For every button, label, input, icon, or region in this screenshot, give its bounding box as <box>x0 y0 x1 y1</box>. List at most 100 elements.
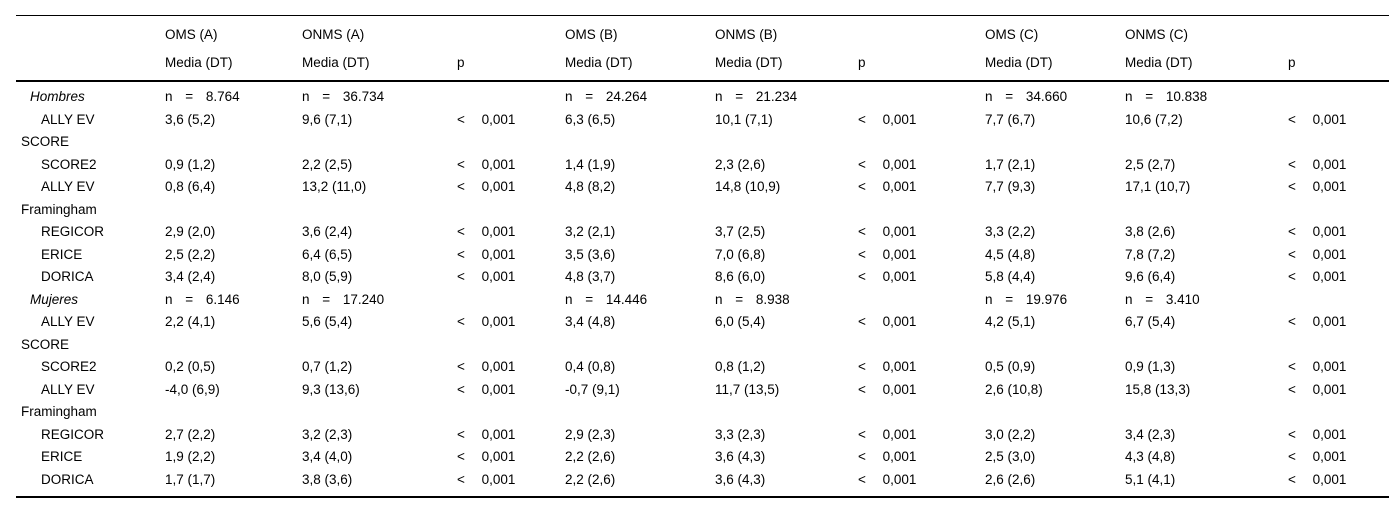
cell-media-dt: 10,6 (7,2) <box>1125 111 1183 127</box>
cell-media-dt: 3,0 (2,2) <box>985 426 1036 442</box>
cell-p-value: < 0,001 <box>858 359 917 374</box>
row-label-line: Framingham <box>21 404 97 419</box>
cell-p-value: < 0,001 <box>858 179 917 194</box>
cell-p-value: < 0,001 <box>858 111 917 127</box>
cell-p-value: < 0,001 <box>1288 449 1347 464</box>
cell-p-value: < 0,001 <box>1288 179 1347 194</box>
table-row: ERICE 2,5 (2,2) 6,4 (6,5) < 0,001 3,5 (3,6) 7… <box>16 244 1389 267</box>
header-onms-c: ONMS (C) Media (DT) <box>1125 21 1288 76</box>
cell-p-value: < 0,001 <box>457 426 516 442</box>
cell-p-value: < 0,001 <box>457 179 516 194</box>
header-p-c: p <box>1288 21 1389 76</box>
cell-n-count: n = 14.446 <box>565 291 648 307</box>
row-label: SCORE2 <box>16 154 165 177</box>
row-label: SCORE2 <box>16 356 165 379</box>
cell-p-value: < 0,001 <box>858 269 917 284</box>
cell-media-dt: 3,7 (2,5) <box>715 224 766 239</box>
header-oms-a: OMS (A) Media (DT) <box>165 21 302 76</box>
header-p-b: p <box>858 21 985 76</box>
column-subtitle: Media (DT) <box>715 54 783 70</box>
table-row: ERICE 1,9 (2,2) 3,4 (4,0) < 0,001 2,2 (2,6) 3… <box>16 446 1389 469</box>
row-label-line: SCORE <box>21 134 70 149</box>
cell-media-dt: 14,8 (10,9) <box>715 179 781 194</box>
row-label-line: ALLY EV <box>41 314 95 329</box>
cell-n-count: n = 21.234 <box>715 89 798 104</box>
cell-media-dt: 3,8 (3,6) <box>302 471 353 487</box>
cell-p-value: < 0,001 <box>457 471 516 487</box>
cell-p-value: < 0,001 <box>858 471 917 487</box>
row-label-line: SCORE2 <box>41 156 97 172</box>
table-row: ALLY EV SCORE 3,6 (5,2) 9,6 (7,1) < 0,001 6,3… <box>16 109 1389 154</box>
row-label: ERICE <box>16 244 165 267</box>
cell-media-dt: 0,5 (0,9) <box>985 359 1036 374</box>
group-row: Hombres n = 8.764 n = 36.734 n = 24.264 n = … <box>16 86 1389 109</box>
cell-p-value: < 0,001 <box>1288 426 1347 442</box>
results-table: OMS (A) Media (DT) ONMS (A) Media (DT) p… <box>16 15 1389 498</box>
row-label-line: ALLY EV <box>41 381 95 397</box>
cell-media-dt: 0,8 (1,2) <box>715 359 766 374</box>
cell-p-value: < 0,001 <box>457 314 516 329</box>
cell-n-count: n = 8.764 <box>165 89 240 104</box>
cell-media-dt: 3,2 (2,1) <box>565 224 616 239</box>
row-label: REGICOR <box>16 424 165 447</box>
row-label: ALLY EV Framingham <box>16 176 165 221</box>
cell-media-dt: 3,3 (2,2) <box>985 224 1036 239</box>
p-column-label: p <box>858 54 866 70</box>
cell-p-value: < 0,001 <box>1288 471 1347 487</box>
table-row: REGICOR 2,9 (2,0) 3,6 (2,4) < 0,001 3,2 (2,1… <box>16 221 1389 244</box>
cell-media-dt: 5,8 (4,4) <box>985 269 1036 284</box>
cell-media-dt: 6,0 (5,4) <box>715 314 766 329</box>
cell-media-dt: 10,1 (7,1) <box>715 111 773 127</box>
row-label-line: DORICA <box>41 471 94 487</box>
cell-media-dt: 3,4 (2,3) <box>1125 426 1176 442</box>
cell-p-value: < 0,001 <box>457 359 516 374</box>
table-header: OMS (A) Media (DT) ONMS (A) Media (DT) p… <box>16 16 1389 82</box>
column-subtitle: Media (DT) <box>985 54 1053 70</box>
cell-media-dt: 2,2 (4,1) <box>165 314 216 329</box>
cell-media-dt: 3,4 (2,4) <box>165 269 216 284</box>
cell-p-value: < 0,001 <box>457 381 516 397</box>
cell-media-dt: 8,0 (5,9) <box>302 269 353 284</box>
cell-p-value: < 0,001 <box>1288 381 1347 397</box>
row-label: ERICE <box>16 446 165 469</box>
cell-p-value: < 0,001 <box>457 224 516 239</box>
cell-p-value: < 0,001 <box>858 426 917 442</box>
cell-media-dt: 5,1 (4,1) <box>1125 471 1176 487</box>
header-oms-b: OMS (B) Media (DT) <box>565 21 715 76</box>
row-label-line: Framingham <box>21 201 97 217</box>
table-row: REGICOR 2,7 (2,2) 3,2 (2,3) < 0,001 2,9 (2,3… <box>16 424 1389 447</box>
cell-media-dt: 0,9 (1,3) <box>1125 359 1176 374</box>
cell-media-dt: 0,7 (1,2) <box>302 359 353 374</box>
cell-media-dt: 3,6 (4,3) <box>715 449 766 464</box>
row-label: Mujeres <box>16 289 165 312</box>
column-title: OMS (A) <box>165 27 218 42</box>
cell-p-value: < 0,001 <box>858 246 917 262</box>
cell-media-dt: 6,3 (6,5) <box>565 111 616 127</box>
group-row: Mujeres n = 6.146 n = 17.240 n = 14.446 n = … <box>16 289 1389 312</box>
cell-media-dt: 3,2 (2,3) <box>302 426 353 442</box>
cell-media-dt: 2,9 (2,3) <box>565 426 616 442</box>
cell-n-count: n = 24.264 <box>565 89 648 104</box>
cell-media-dt: 4,8 (3,7) <box>565 269 616 284</box>
cell-n-count: n = 3.410 <box>1125 291 1200 307</box>
row-label: ALLY EV SCORE <box>16 109 165 154</box>
table-row: ALLY EV Framingham 0,8 (6,4) 13,2 (11,0) < 0… <box>16 176 1389 221</box>
table-row: DORICA 3,4 (2,4) 8,0 (5,9) < 0,001 4,8 (3,7)… <box>16 266 1389 289</box>
cell-p-value: < 0,001 <box>858 224 917 239</box>
cell-media-dt: 0,4 (0,8) <box>565 359 616 374</box>
cell-media-dt: 13,2 (11,0) <box>302 179 367 194</box>
table-row: ALLY EV SCORE 2,2 (4,1) 5,6 (5,4) < 0,001 3,4… <box>16 311 1389 356</box>
cell-n-count: n = 34.660 <box>985 89 1068 104</box>
header-onms-b: ONMS (B) Media (DT) <box>715 21 858 76</box>
row-label: ALLY EV SCORE <box>16 311 165 356</box>
cell-media-dt: 9,6 (7,1) <box>302 111 353 127</box>
cell-p-value: < 0,001 <box>457 449 516 464</box>
cell-media-dt: 2,5 (3,0) <box>985 449 1036 464</box>
cell-media-dt: 6,4 (6,5) <box>302 246 353 262</box>
cell-media-dt: 2,5 (2,7) <box>1125 156 1176 172</box>
column-title: OMS (B) <box>565 27 618 42</box>
table-body: Hombres n = 8.764 n = 36.734 n = 24.264 n = … <box>16 82 1389 498</box>
cell-media-dt: 3,8 (2,6) <box>1125 224 1176 239</box>
cell-n-count: n = 36.734 <box>302 89 385 104</box>
cell-p-value: < 0,001 <box>1288 314 1347 329</box>
